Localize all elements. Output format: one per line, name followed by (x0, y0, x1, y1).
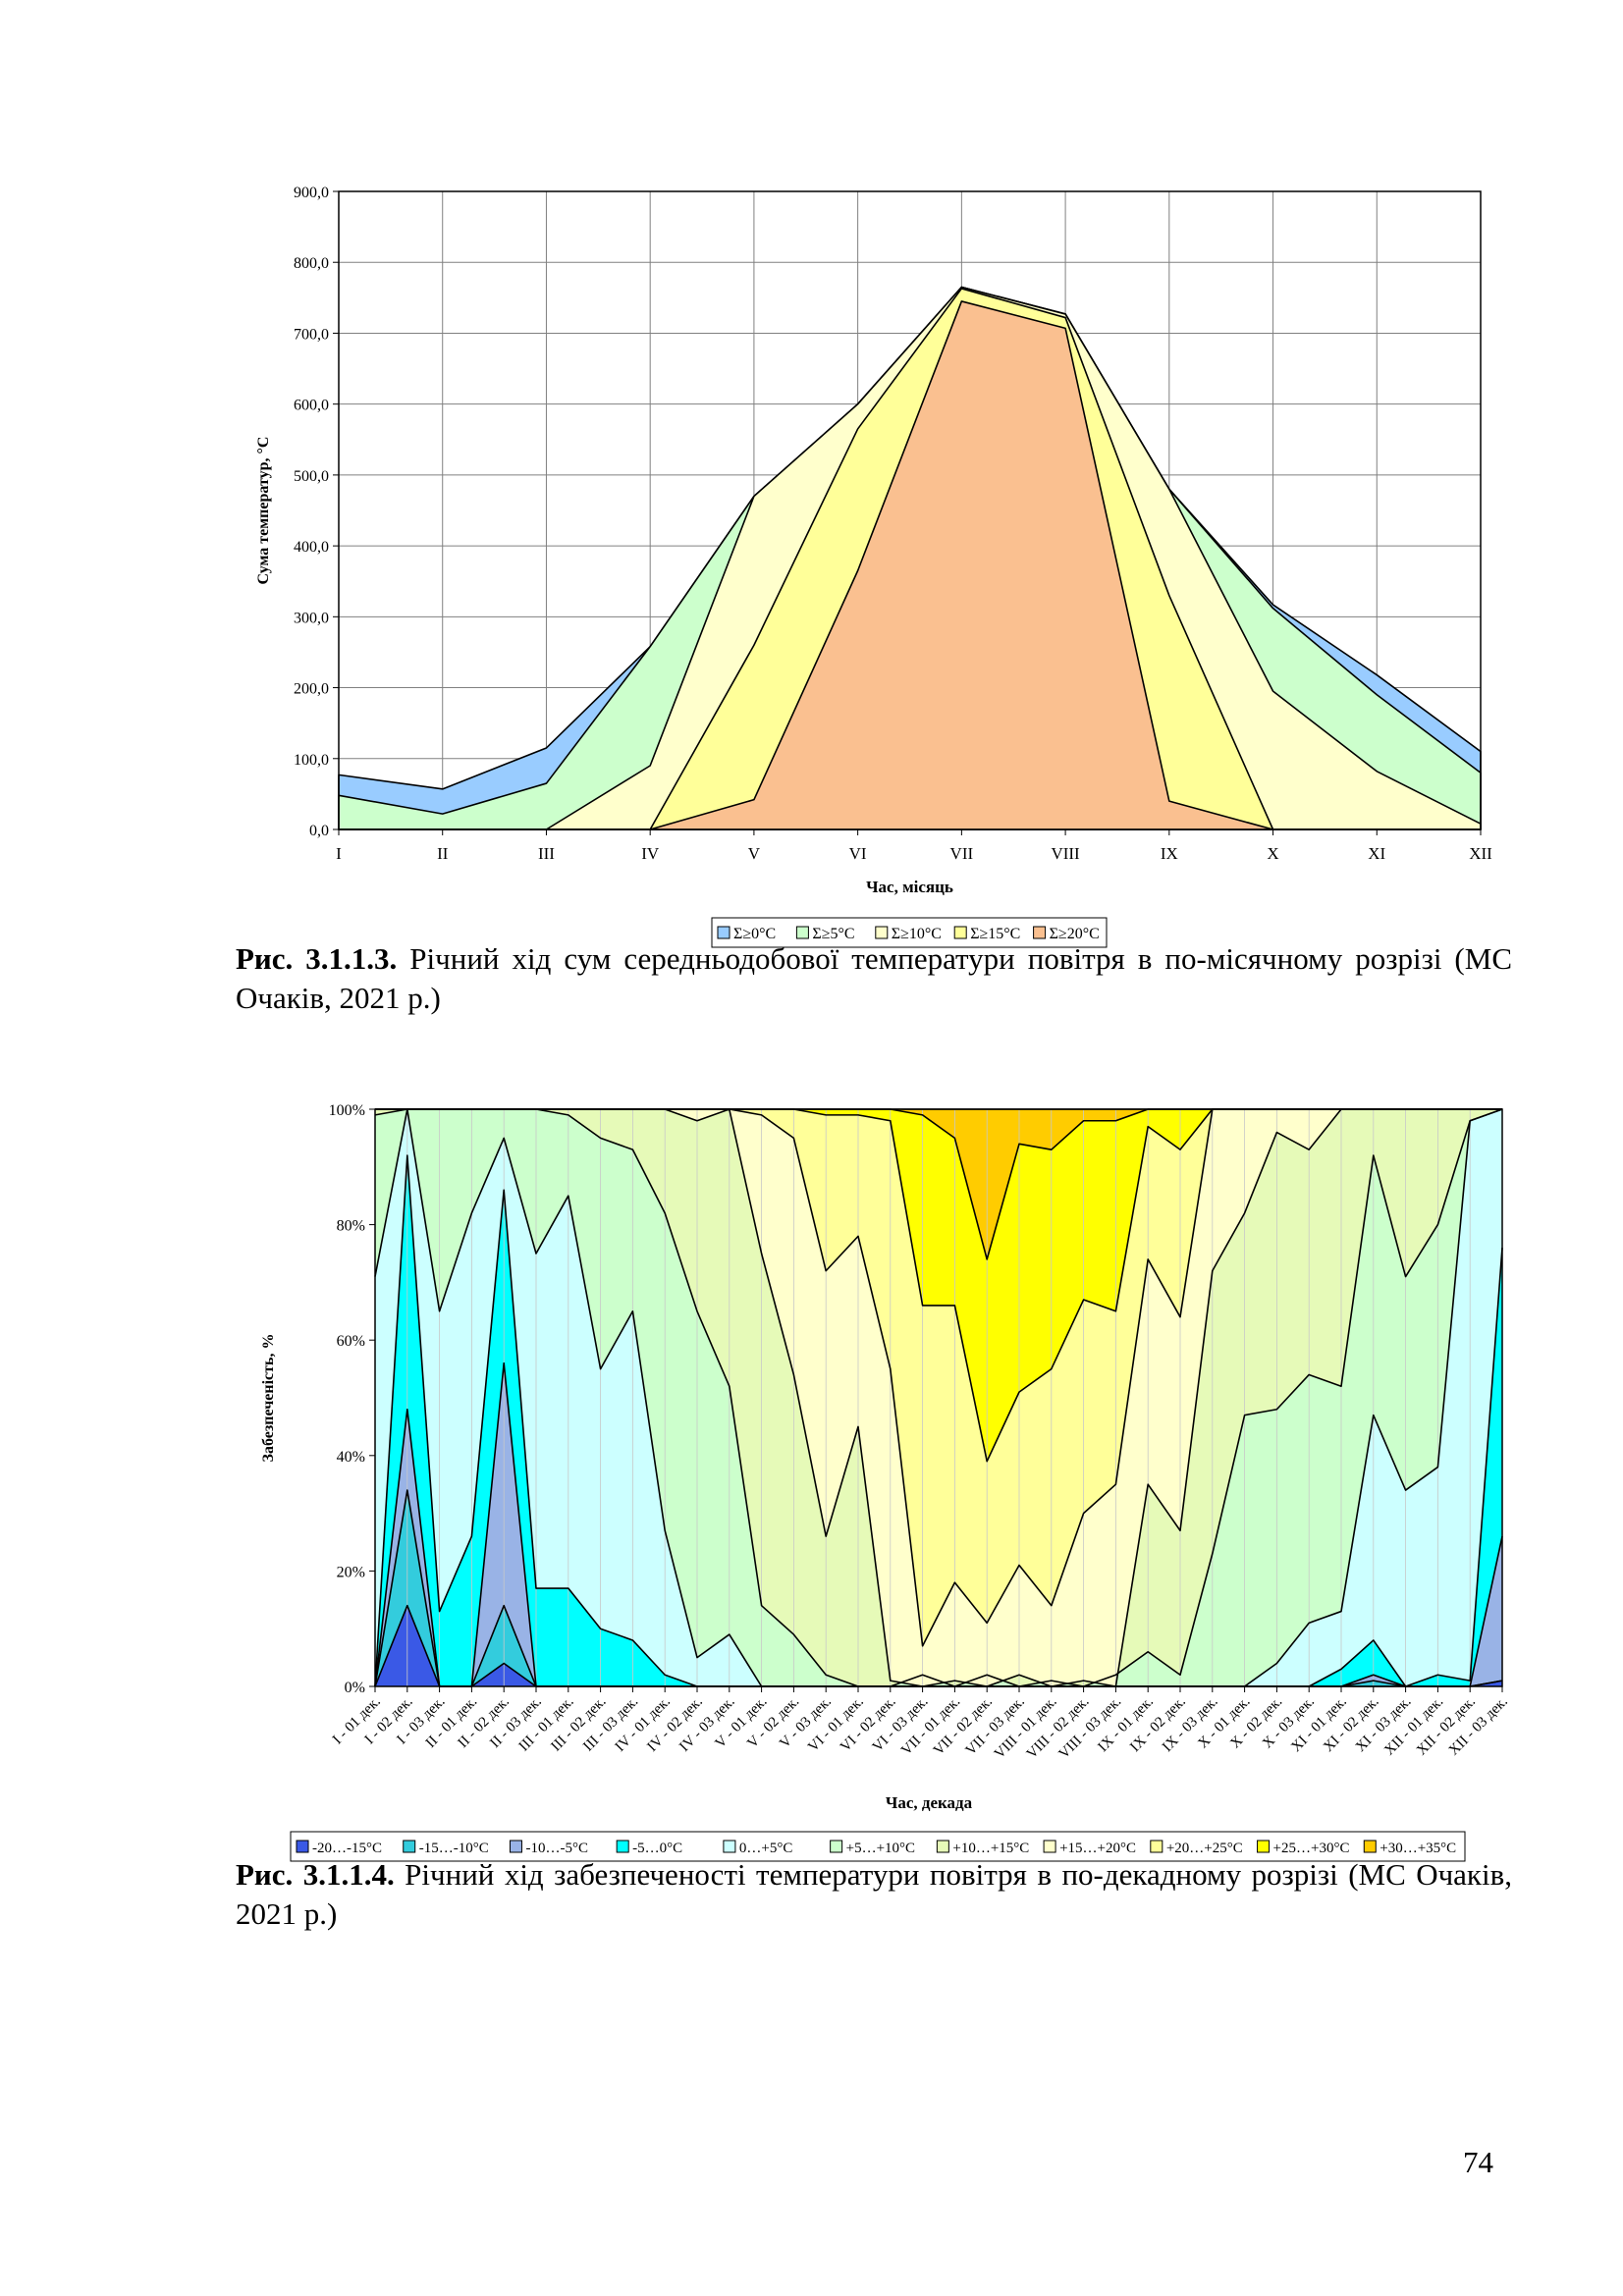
chart2-boundary-5 (374, 1108, 1503, 1687)
chart1-legend-swatch (1033, 926, 1047, 939)
chart2-legend-swatch (1150, 1840, 1163, 1853)
chart1-xtick-label: V (748, 844, 761, 863)
chart1-ytick-label: 900,0 (294, 185, 329, 201)
figure-caption-1-text: Річний хід сум середньодобової температу… (236, 941, 1512, 1015)
chart1-legend-swatch (717, 926, 730, 939)
chart2-ylabel: Забезпеченість, % (260, 1334, 277, 1463)
chart2-frame (374, 1108, 1503, 1687)
chart1: 0,0 100,0 200,0 300,0 400,0 500,0 600,0 700,0 80… (255, 185, 1492, 948)
chart1-xlabel: Час, місяць (866, 878, 953, 896)
chart2-band-1 (375, 1490, 1502, 1686)
chart2-legend-swatch (509, 1840, 522, 1853)
chart2-legend-label: -10…-5°C (525, 1841, 588, 1856)
chart2-ytick-label: 20% (337, 1564, 365, 1580)
chart1-ytick-label: 0,0 (309, 823, 329, 839)
chart1-xtick-label: III (538, 844, 555, 863)
figure-caption-2-number: Рис. 3.1.1.4. (236, 1857, 395, 1892)
chart1-legend-swatch (875, 926, 889, 939)
chart2-legend-label: +15…+20°C (1059, 1841, 1136, 1856)
chart1-xtick-label: X (1267, 844, 1278, 863)
chart1-ytick-label: 500,0 (294, 468, 329, 485)
chart1-ytick-label: 300,0 (294, 610, 329, 626)
chart1-xtick-label: XI (1368, 844, 1385, 863)
chart2-legend-label: +10…+15°C (952, 1841, 1029, 1856)
chart1-ytick-label: 400,0 (294, 539, 329, 556)
chart1-ytick-label: 100,0 (294, 752, 329, 769)
chart1-xtick-label: XII (1469, 844, 1492, 863)
chart2-legend-swatch (936, 1840, 949, 1853)
chart2-legend-label: -20…-15°C (312, 1841, 382, 1856)
chart2-legend-label: -15…-10°C (419, 1841, 489, 1856)
chart2-legend-swatch (830, 1840, 843, 1853)
chart2-legend-label: -5…0°C (632, 1841, 682, 1856)
chart2-band-4 (375, 1109, 1502, 1686)
chart2-legend-swatch (723, 1840, 736, 1853)
chart1-ylabel: Сума температур, °C (255, 437, 272, 585)
chart1-xtick-label: IV (641, 844, 660, 863)
chart1-legend-swatch (795, 926, 809, 939)
chart2-band-5 (375, 1109, 1502, 1686)
chart1-ytick-label: 600,0 (294, 398, 329, 414)
chart2-ytick-label: 60% (337, 1333, 365, 1350)
chart1-xtick-label: VIII (1051, 844, 1080, 863)
page-number: 74 (1463, 2145, 1493, 2179)
figure-caption-1: Рис. 3.1.1.3. Річний хід сум середньодоб… (236, 939, 1512, 1018)
chart1-xtick-label: IX (1161, 844, 1178, 863)
chart1-legend-label: Σ≥15°C (970, 926, 1020, 942)
chart1-legend-label: Σ≥10°C (892, 926, 942, 942)
chart1-xtick-label: VI (849, 844, 867, 863)
chart1-xtick-label: I (336, 844, 342, 863)
chart2-legend-label: +5…+10°C (846, 1841, 915, 1856)
chart1-xtick-label: II (437, 844, 449, 863)
figure-caption-2-text: Річний хід забезпеченості температури по… (236, 1857, 1512, 1931)
chart1-xtick-label: VII (950, 844, 974, 863)
chart2-legend-swatch (1363, 1840, 1377, 1853)
chart1-ytick-label: 700,0 (294, 326, 329, 343)
chart2-legend-swatch (616, 1840, 629, 1853)
chart1-legend-label: Σ≥20°C (1050, 926, 1100, 942)
chart2-band-0 (375, 1605, 1502, 1686)
chart1-frame (338, 190, 1482, 830)
chart1-legend-swatch (953, 926, 967, 939)
chart2-legend-label: +25…+30°C (1273, 1841, 1350, 1856)
chart2-legend-swatch (1043, 1840, 1056, 1853)
chart1-legend-label: Σ≥0°C (733, 926, 776, 942)
chart2-legend-swatch (1257, 1840, 1271, 1853)
figure-caption-2: Рис. 3.1.1.4. Річний хід забезпеченості … (236, 1855, 1512, 1934)
chart1-ytick-label: 200,0 (294, 681, 329, 698)
chart2-legend-label: +30…+35°C (1380, 1841, 1456, 1856)
chart2-ytick-label: 100% (329, 1102, 365, 1119)
chart2-xlabel: Час, декада (886, 1793, 973, 1812)
chart2-band-7 (375, 1109, 1502, 1686)
chart2-ytick-label: 0% (345, 1680, 365, 1696)
chart2-legend-swatch (296, 1840, 309, 1853)
chart2-legend-label: 0…+5°C (739, 1841, 792, 1856)
chart2: 0%20%40%60%80%100%I - 01 дек.I - 02 дек.… (260, 1102, 1511, 1862)
chart2-band-9 (375, 1109, 1502, 1462)
chart1-ytick-label: 800,0 (294, 255, 329, 272)
chart2-ytick-label: 80% (337, 1218, 365, 1235)
figure-caption-1-number: Рис. 3.1.1.3. (236, 941, 398, 976)
chart1-legend-label: Σ≥5°C (812, 926, 854, 942)
chart2-legend-label: +20…+25°C (1166, 1841, 1243, 1856)
chart2-legend-swatch (403, 1840, 416, 1853)
chart2-band-8 (375, 1109, 1502, 1646)
chart2-ytick-label: 40% (337, 1449, 365, 1466)
